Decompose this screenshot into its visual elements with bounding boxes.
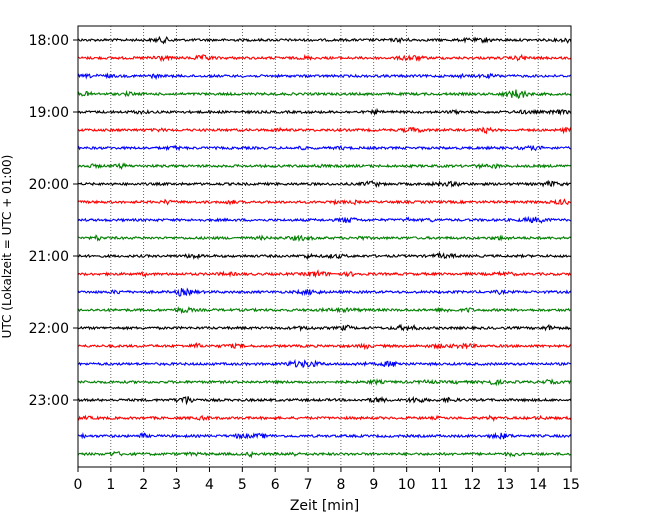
trace-2315 (77, 414, 572, 423)
x-tick-label-2: 2 (139, 477, 148, 493)
x-tick-label-5: 5 (238, 477, 247, 493)
trace-group (77, 35, 572, 459)
x-tick-label-4: 4 (205, 477, 214, 493)
trace-1845 (77, 89, 572, 100)
trace-2015 (77, 198, 572, 206)
x-tick-label-1: 1 (106, 477, 115, 493)
x-tick-label-9: 9 (369, 477, 378, 493)
x-tick-label-8: 8 (336, 477, 345, 493)
y-tick-label-2000: 20:00 (29, 177, 69, 193)
trace-2045 (77, 234, 572, 243)
x-axis-label: Zeit [min] (290, 498, 359, 514)
trace-2215 (77, 342, 572, 351)
trace-2230 (77, 358, 572, 369)
x-tick-label-10: 10 (398, 477, 416, 493)
x-tick-label-13: 13 (496, 477, 514, 493)
trace-2300 (77, 395, 572, 406)
x-tick-label-14: 14 (529, 477, 547, 493)
x-tick-label-3: 3 (172, 477, 181, 493)
trace-1800 (77, 35, 572, 45)
x-tick-label-7: 7 (304, 477, 313, 493)
y-tick-label-2200: 22:00 (29, 321, 69, 337)
x-tick-label-12: 12 (463, 477, 481, 493)
trace-2200 (77, 323, 572, 333)
trace-2115 (77, 269, 572, 279)
y-axis-label: UTC (Lokalzeit = UTC + 01:00) (0, 155, 14, 339)
y-tick-label-2300: 23:00 (29, 393, 69, 409)
trace-2000 (77, 179, 572, 189)
trace-1930 (77, 144, 572, 152)
trace-1945 (77, 162, 572, 170)
trace-1900 (77, 107, 572, 117)
trace-2100 (77, 251, 572, 261)
x-tick-label-0: 0 (74, 477, 83, 493)
y-tick-label-1800: 18:00 (29, 33, 69, 49)
trace-2330 (77, 431, 572, 440)
trace-2245 (77, 378, 572, 387)
y-tick-label-1900: 19:00 (29, 105, 69, 121)
trace-1915 (77, 126, 572, 135)
trace-1830 (77, 72, 572, 81)
trace-1815 (77, 53, 572, 63)
y-axis-ticks: 18:00 19:00 20:00 21:00 22:00 23:00 (29, 33, 78, 409)
trace-2030 (77, 215, 572, 224)
x-tick-label-11: 11 (431, 477, 449, 493)
x-tick-label-6: 6 (271, 477, 280, 493)
y-tick-label-2100: 21:00 (29, 249, 69, 265)
trace-2345 (77, 450, 572, 459)
plot-frame (77, 25, 572, 468)
x-tick-label-15: 15 (562, 477, 580, 493)
trace-2145 (77, 306, 572, 315)
trace-2130 (77, 287, 572, 297)
x-axis-ticks: 0 1 2 3 4 5 6 7 8 9 10 11 12 13 14 15 (74, 467, 580, 493)
